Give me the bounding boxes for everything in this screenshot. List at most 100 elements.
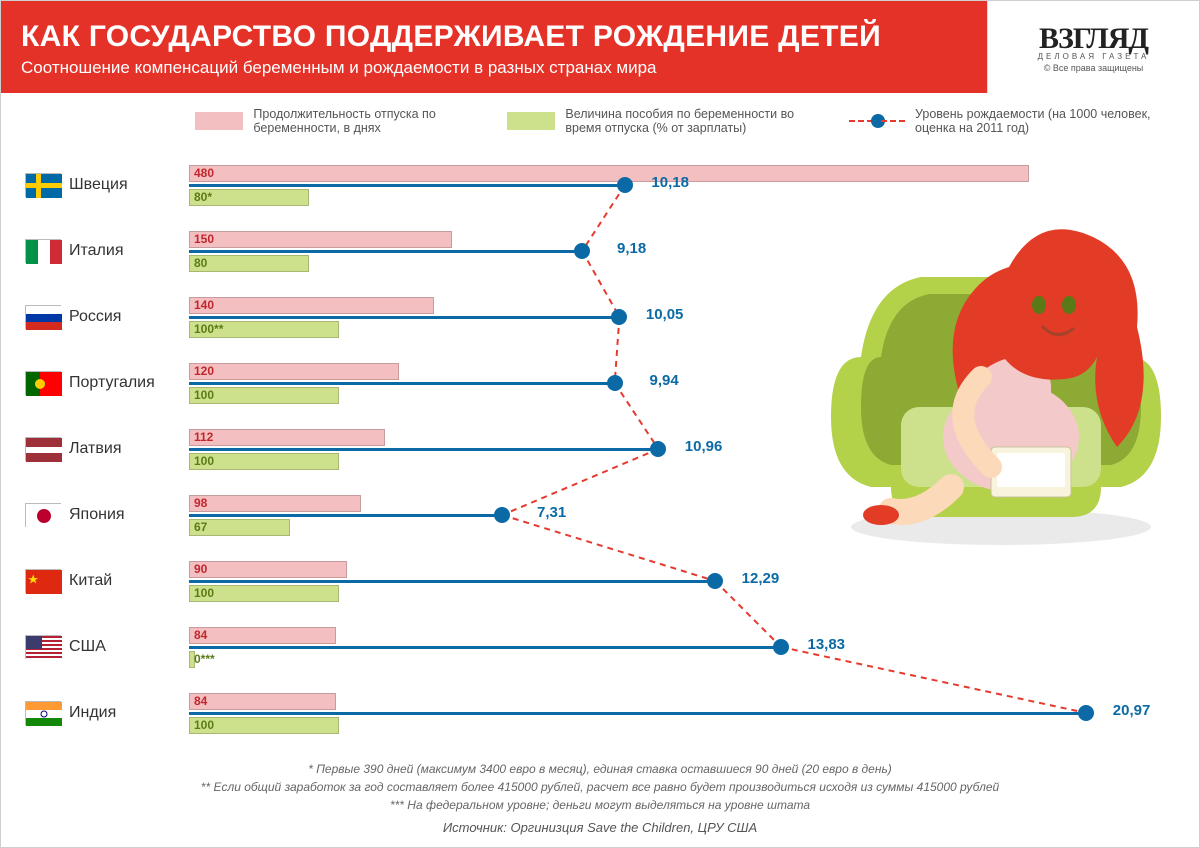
legend-birth-label: Уровень рождаемости (на 1000 человек, оц… (915, 107, 1175, 135)
country-row: Португалия 120 9,94 100 (25, 351, 1175, 415)
flag-icon (25, 701, 61, 725)
bars-cell: 987,3167 (189, 483, 1175, 547)
country-label: Португалия (69, 374, 189, 392)
leave-days-bar: 90 (189, 561, 347, 578)
header-bar: КАК ГОСУДАРСТВО ПОДДЕРЖИВАЕТ РОЖДЕНИЕ ДЕ… (1, 1, 1199, 93)
logo-text: ВЗГЛЯД (1039, 22, 1148, 56)
country-row: Швеция48010,1880* (25, 153, 1175, 217)
country-row: Индия 84 20,97 100 (25, 681, 1175, 745)
footnote-2: ** Если общий заработок за год составляе… (25, 778, 1175, 796)
birth-rate-marker (773, 639, 789, 655)
benefit-pct-value: 100 (194, 718, 214, 732)
benefit-pct-value: 100 (194, 586, 214, 600)
bars-cell: 90 12,29 100 (189, 549, 1175, 613)
leave-days-value: 120 (194, 364, 214, 378)
birth-rate-value: 13,83 (807, 636, 845, 653)
bars-cell: 48010,1880* (189, 153, 1175, 217)
flag-cell (25, 239, 69, 263)
benefit-pct-value: 80 (194, 256, 207, 270)
flag-icon (25, 239, 61, 263)
leave-days-value: 112 (194, 430, 213, 444)
legend-leave: Продолжительность отпуска по беременност… (195, 107, 463, 135)
benefit-pct-value: 80* (194, 190, 212, 204)
leave-days-value: 90 (194, 562, 207, 576)
bars-cell: 112 10,96 100 (189, 417, 1175, 481)
flag-cell (25, 305, 69, 329)
benefit-swatch (507, 112, 555, 130)
birth-rate-line: 9,18 (189, 250, 582, 253)
country-label: Япония (69, 506, 189, 524)
flag-cell (25, 437, 69, 461)
legend: Продолжительность отпуска по беременност… (25, 107, 1175, 153)
birth-rate-marker (611, 309, 627, 325)
leave-days-value: 84 (194, 694, 207, 708)
leave-days-bar: 120 (189, 363, 399, 380)
legend-benefit-label: Величина пособия по беременности во врем… (565, 107, 805, 135)
birth-rate-marker (574, 243, 590, 259)
birth-rate-line: 10,18 (189, 184, 625, 187)
birth-rate-marker (607, 375, 623, 391)
country-label: США (69, 638, 189, 656)
benefit-pct-value: 100 (194, 388, 214, 402)
footnote-3: *** На федеральном уровне; деньги могут … (25, 796, 1175, 814)
birth-marker-demo (849, 111, 905, 131)
birth-rate-line: 13,83 (189, 646, 781, 649)
leave-days-bar: 112 (189, 429, 385, 446)
birth-rate-value: 9,94 (650, 372, 679, 389)
birth-rate-value: 9,18 (617, 240, 646, 257)
flag-icon (25, 173, 61, 197)
country-label: Италия (69, 242, 189, 260)
benefit-pct-bar: 0*** (189, 651, 195, 668)
chart-area: Швеция48010,1880*Италия1509,1880Россия14… (25, 153, 1175, 752)
leave-days-bar: 140 (189, 297, 434, 314)
birth-rate-line: 20,97 (189, 712, 1086, 715)
country-row: Латвия 112 10,96 100 (25, 417, 1175, 481)
leave-days-bar: 84 (189, 627, 336, 644)
flag-cell (25, 569, 69, 593)
country-row: Китай9012,29100 (25, 549, 1175, 613)
country-row: Россия14010,05100** (25, 285, 1175, 349)
birth-rate-line: 10,96 (189, 448, 658, 451)
flag-cell (25, 701, 69, 725)
benefit-pct-bar: 80* (189, 189, 309, 206)
leave-days-bar: 480 (189, 165, 1029, 182)
flag-icon (25, 503, 61, 527)
benefit-pct-value: 100 (194, 454, 214, 468)
country-row: Италия150 9,18 80 (25, 219, 1175, 283)
birth-rate-value: 10,18 (651, 174, 689, 191)
birth-rate-marker (1078, 705, 1094, 721)
birth-rate-value: 12,29 (742, 570, 780, 587)
leave-swatch (195, 112, 243, 130)
benefit-pct-bar: 67 (189, 519, 290, 536)
benefit-pct-value: 100** (194, 322, 223, 336)
flag-cell (25, 635, 69, 659)
bars-cell: 120 9,94 100 (189, 351, 1175, 415)
benefit-pct-bar: 100** (189, 321, 339, 338)
leave-days-bar: 150 (189, 231, 452, 248)
country-label: Россия (69, 308, 189, 326)
flag-cell (25, 371, 69, 395)
source-line: Источник: Оргинизция Save the Children, … (25, 818, 1175, 838)
flag-icon (25, 635, 61, 659)
benefit-pct-bar: 80 (189, 255, 309, 272)
benefit-pct-bar: 100 (189, 387, 339, 404)
logo-subtitle: ДЕЛОВАЯ ГАЗЕТА (1038, 52, 1150, 61)
legend-leave-label: Продолжительность отпуска по беременност… (253, 107, 463, 135)
country-label: Латвия (69, 440, 189, 458)
footnote-1: * Первые 390 дней (максимум 3400 евро в … (25, 760, 1175, 778)
country-label: Индия (69, 704, 189, 722)
page-title: КАК ГОСУДАРСТВО ПОДДЕРЖИВАЕТ РОЖДЕНИЕ ДЕ… (21, 20, 967, 54)
flag-icon (25, 569, 61, 593)
flag-cell (25, 173, 69, 197)
bars-cell: 84 20,97 100 (189, 681, 1175, 745)
infographic-frame: КАК ГОСУДАРСТВО ПОДДЕРЖИВАЕТ РОЖДЕНИЕ ДЕ… (0, 0, 1200, 848)
birth-rate-marker (494, 507, 510, 523)
leave-days-bar: 84 (189, 693, 336, 710)
birth-rate-marker (707, 573, 723, 589)
country-row: Япония987,3167 (25, 483, 1175, 547)
leave-days-value: 84 (194, 628, 207, 642)
birth-rate-value: 10,96 (685, 438, 723, 455)
birth-rate-value: 20,97 (1113, 702, 1151, 719)
benefit-pct-bar: 100 (189, 453, 339, 470)
country-label: Швеция (69, 176, 189, 194)
